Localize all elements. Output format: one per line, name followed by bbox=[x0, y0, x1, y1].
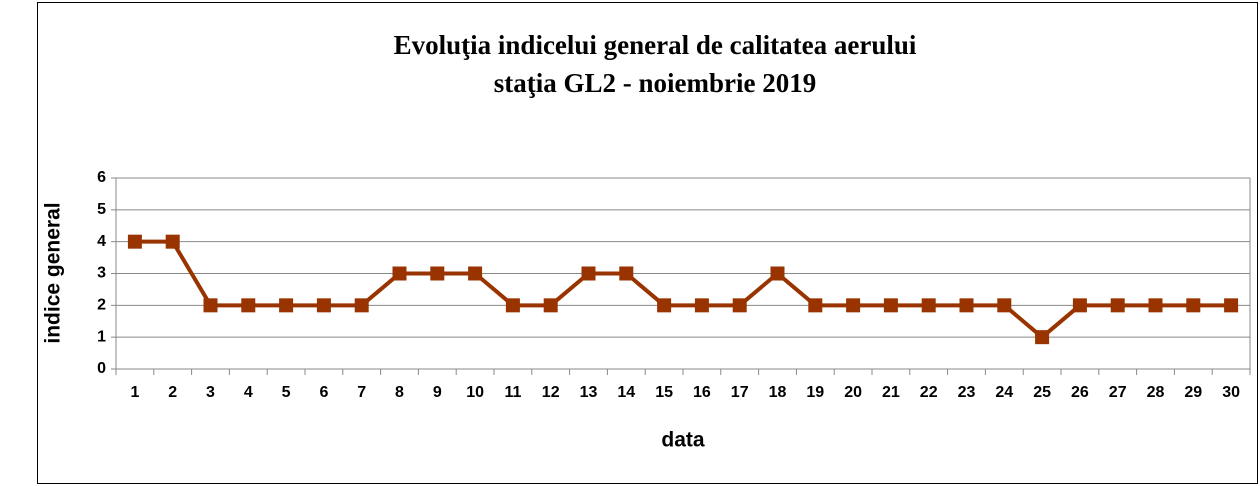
point-marker bbox=[316, 298, 331, 313]
x-tick-label: 10 bbox=[466, 384, 484, 401]
point-marker bbox=[505, 298, 520, 313]
chart-title: Evoluţia indicelui general de calitatea … bbox=[394, 30, 917, 60]
point-marker bbox=[1110, 298, 1125, 313]
point-marker bbox=[657, 298, 672, 313]
x-tick-label: 5 bbox=[282, 384, 291, 401]
point-marker bbox=[468, 266, 483, 281]
x-tick-label: 21 bbox=[882, 384, 900, 401]
chart-subtitle: staţia GL2 - noiembrie 2019 bbox=[494, 68, 816, 98]
x-tick-label: 6 bbox=[319, 384, 328, 401]
point-marker bbox=[846, 298, 861, 313]
point-marker bbox=[1035, 330, 1050, 345]
x-tick-label: 3 bbox=[206, 384, 215, 401]
point-marker bbox=[165, 234, 180, 249]
x-tick-label: 23 bbox=[958, 384, 976, 401]
x-tick-label: 2 bbox=[168, 384, 177, 401]
point-marker bbox=[203, 298, 218, 313]
x-tick-label: 28 bbox=[1147, 384, 1165, 401]
x-tick-label: 18 bbox=[769, 384, 787, 401]
x-tick-label: 19 bbox=[806, 384, 824, 401]
chart-frame bbox=[37, 2, 1258, 484]
point-marker bbox=[543, 298, 558, 313]
x-tick-label: 16 bbox=[693, 384, 711, 401]
point-marker bbox=[808, 298, 823, 313]
x-tick-label: 25 bbox=[1033, 384, 1051, 401]
point-marker bbox=[1224, 298, 1239, 313]
x-tick-label: 12 bbox=[542, 384, 560, 401]
point-marker bbox=[619, 266, 634, 281]
point-marker bbox=[883, 298, 898, 313]
x-tick-label: 22 bbox=[920, 384, 938, 401]
point-marker bbox=[997, 298, 1012, 313]
x-tick-label: 24 bbox=[995, 384, 1013, 401]
point-marker bbox=[392, 266, 407, 281]
x-tick-label: 27 bbox=[1109, 384, 1127, 401]
x-tick-label: 4 bbox=[244, 384, 253, 401]
y-tick-label: 5 bbox=[97, 201, 106, 218]
y-tick-label: 2 bbox=[97, 297, 106, 314]
y-tick-label: 1 bbox=[97, 328, 106, 345]
y-tick-label: 4 bbox=[97, 233, 106, 250]
x-tick-label: 13 bbox=[580, 384, 598, 401]
point-marker bbox=[732, 298, 747, 313]
x-tick-label: 1 bbox=[130, 384, 139, 401]
x-tick-label: 20 bbox=[844, 384, 862, 401]
y-tick-label: 3 bbox=[97, 265, 106, 282]
y-tick-label: 0 bbox=[97, 360, 106, 377]
point-marker bbox=[694, 298, 709, 313]
point-marker bbox=[1072, 298, 1087, 313]
y-axis-label: indice general bbox=[42, 202, 65, 343]
x-tick-label: 8 bbox=[395, 384, 404, 401]
x-tick-label: 17 bbox=[731, 384, 749, 401]
x-tick-label: 11 bbox=[504, 384, 521, 401]
y-tick-label: 6 bbox=[97, 169, 106, 186]
point-marker bbox=[241, 298, 256, 313]
point-marker bbox=[581, 266, 596, 281]
x-tick-label: 29 bbox=[1184, 384, 1202, 401]
point-marker bbox=[1186, 298, 1201, 313]
point-marker bbox=[127, 234, 142, 249]
point-marker bbox=[354, 298, 369, 313]
point-marker bbox=[770, 266, 785, 281]
point-marker bbox=[1148, 298, 1163, 313]
x-tick-label: 30 bbox=[1222, 384, 1240, 401]
point-marker bbox=[430, 266, 445, 281]
point-marker bbox=[959, 298, 974, 313]
point-marker bbox=[921, 298, 936, 313]
x-tick-label: 15 bbox=[655, 384, 673, 401]
x-axis-label: data bbox=[661, 429, 705, 452]
x-tick-label: 9 bbox=[433, 384, 442, 401]
x-tick-label: 7 bbox=[357, 384, 366, 401]
point-marker bbox=[279, 298, 294, 313]
x-tick-label: 26 bbox=[1071, 384, 1089, 401]
x-tick-label: 14 bbox=[617, 384, 635, 401]
